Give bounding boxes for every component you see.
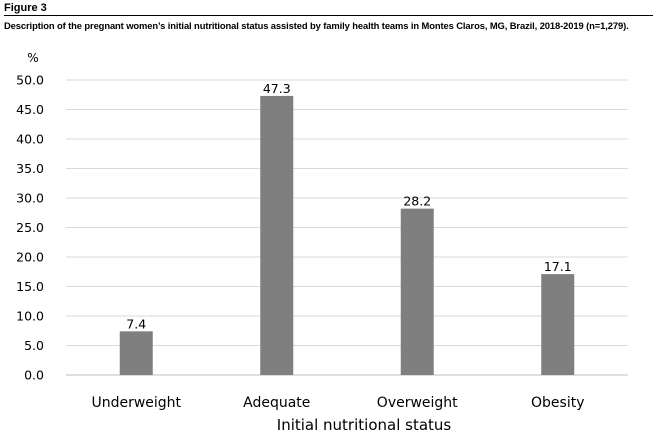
y-tick-label: 50.0 — [16, 73, 44, 88]
bar-obesity — [541, 274, 575, 375]
x-axis-label: Initial nutritional status — [277, 416, 452, 434]
y-tick-label: 45.0 — [16, 102, 44, 117]
data-label: 17.1 — [544, 259, 572, 274]
bar-overweight — [400, 208, 434, 375]
y-tick-label: 40.0 — [16, 132, 44, 147]
y-tick-label: 35.0 — [16, 161, 44, 176]
y-tick-label: 0.0 — [24, 368, 44, 383]
x-tick-label: Underweight — [91, 395, 181, 411]
y-tick-label: 20.0 — [16, 250, 44, 265]
x-tick-label: Adequate — [243, 395, 310, 411]
figure-caption: Description of the pregnant women’s init… — [4, 20, 629, 31]
figure-divider — [4, 15, 653, 16]
y-tick-label: 15.0 — [16, 279, 44, 294]
y-tick-label: 10.0 — [16, 309, 44, 324]
y-tick-labels: 0.0 5.0 10.0 15.0 20.0 25.0 30.0 35.0 40.0 45.0 50… — [16, 73, 44, 383]
data-label: 47.3 — [263, 81, 291, 96]
gridlines — [66, 79, 628, 376]
x-tick-label: Overweight — [377, 395, 458, 411]
y-tick-label: 30.0 — [16, 191, 44, 206]
x-tick-labels: Underweight Adequate Overweight Obesity — [91, 395, 584, 411]
data-label: 7.4 — [126, 316, 146, 331]
y-tick-label: 5.0 — [24, 338, 44, 353]
bar-adequate — [260, 95, 294, 376]
bar-underweight — [119, 331, 153, 375]
data-label: 28.2 — [403, 194, 431, 209]
y-tick-label: 25.0 — [16, 220, 44, 235]
figure-label: Figure 3 — [4, 2, 47, 14]
x-tick-label: Obesity — [531, 395, 584, 411]
data-labels: 7.4 47.3 28.2 17.1 — [126, 81, 571, 331]
y-axis-label: % — [27, 51, 38, 65]
bars — [119, 95, 575, 376]
